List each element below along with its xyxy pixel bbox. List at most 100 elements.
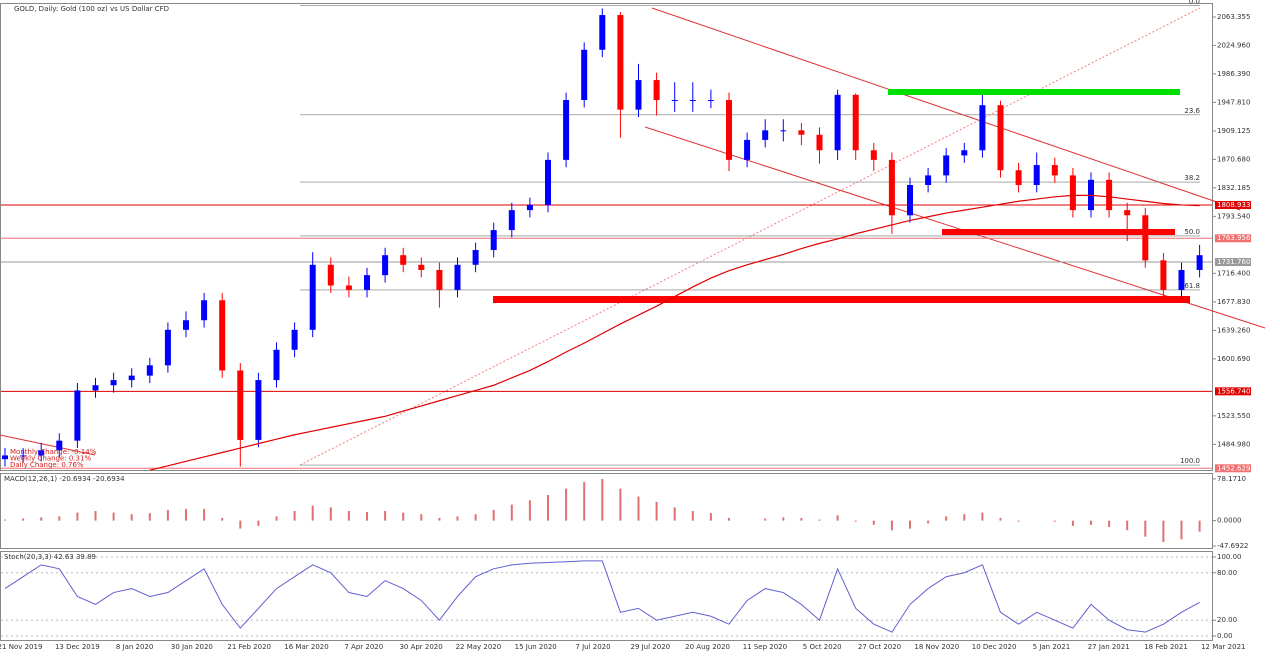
candle-body <box>92 385 99 391</box>
candle-body <box>943 155 950 176</box>
candle-body <box>816 134 823 151</box>
candle-body <box>726 100 732 160</box>
candle-body <box>110 380 117 386</box>
stoch-panel <box>0 551 1213 641</box>
x-tick-label: 21 Nov 2019 <box>0 643 42 651</box>
candle-body <box>364 275 370 290</box>
candle-body <box>472 250 479 265</box>
stoch-line <box>4 560 1200 633</box>
candle-body <box>255 380 262 440</box>
x-tick-label: 5 Jan 2021 <box>1033 643 1071 651</box>
candle-body <box>671 100 678 102</box>
y-tick-label: 80.00 <box>1217 569 1237 577</box>
x-tick-label: 21 Feb 2020 <box>227 643 271 651</box>
x-tick-label: 13 Dec 2019 <box>55 643 100 651</box>
y-tick-label: 1793.540 <box>1217 212 1250 220</box>
candle-body <box>1106 179 1113 211</box>
x-tick-label: 22 May 2020 <box>456 643 502 651</box>
candle-body <box>834 94 841 151</box>
level-tag <box>1215 234 1251 243</box>
candle-body <box>309 264 316 330</box>
support-zone <box>942 229 1175 235</box>
change-note: Weekly Change: 0.31% <box>10 455 91 463</box>
y-tick-label: 1947.810 <box>1217 98 1250 106</box>
candle-body <box>1069 175 1076 211</box>
candle-body <box>563 100 570 160</box>
x-tick-label: 5 Oct 2020 <box>803 643 842 651</box>
x-tick-label: 30 Jan 2020 <box>171 643 213 651</box>
fib-diagonal <box>299 7 1201 466</box>
candle-body <box>870 150 877 160</box>
level-tag <box>1215 200 1251 209</box>
fib-label: 38.2 <box>1184 174 1200 182</box>
macd-panel <box>0 473 1213 549</box>
level-label: 1452.629 <box>1217 464 1250 472</box>
candle-body <box>888 159 895 216</box>
candle-body <box>20 455 27 457</box>
x-tick-label: 27 Jan 2021 <box>1088 643 1130 651</box>
candle-body <box>382 255 389 276</box>
candle-body <box>454 264 461 290</box>
candle-body <box>1015 170 1022 185</box>
y-tick-label: 0.0000 <box>1217 517 1242 525</box>
y-tick-label: 1639.260 <box>1217 326 1250 334</box>
x-tick-label: 18 Feb 2021 <box>1144 643 1188 651</box>
fib-label: 50.0 <box>1184 228 1200 236</box>
y-tick-label: 1832.185 <box>1217 184 1250 192</box>
level-label: 1808.933 <box>1217 201 1250 209</box>
y-tick-label: 1986.390 <box>1217 70 1250 78</box>
fib-label: 61.8 <box>1184 282 1200 290</box>
candle-body <box>436 269 443 290</box>
candle-body <box>653 80 660 101</box>
candle-body <box>1124 210 1131 216</box>
change-note: Monthly Change: -0.14% <box>10 448 97 456</box>
candle-body <box>237 370 244 440</box>
level-tag <box>1215 387 1251 396</box>
candle-body <box>146 365 153 376</box>
candle-body <box>400 255 407 265</box>
candle-body <box>128 375 135 381</box>
candle-body <box>780 130 787 132</box>
candle-body <box>164 329 171 366</box>
candle-body <box>345 285 352 290</box>
x-tick-label: 12 Mar 2021 <box>1201 643 1245 651</box>
x-tick-label: 11 Sep 2020 <box>743 643 787 651</box>
y-tick-label: 2063.355 <box>1217 13 1250 21</box>
x-tick-label: 30 Apr 2020 <box>399 643 442 651</box>
channel-upper <box>651 7 1241 211</box>
candle-body <box>291 329 298 350</box>
resistance-zone <box>888 89 1180 95</box>
change-note: Daily Change: 0.76% <box>10 461 84 469</box>
x-tick-label: 15 Jun 2020 <box>515 643 557 651</box>
candle-body <box>1160 260 1167 290</box>
candle-body <box>508 210 515 231</box>
candle-body <box>617 15 624 110</box>
x-tick-label: 29 Jul 2020 <box>630 643 670 651</box>
candle-body <box>599 15 606 50</box>
candle-body <box>979 105 986 151</box>
trend-line <box>0 434 96 456</box>
chart-title: GOLD, Daily: Gold (100 oz) vs US Dollar … <box>14 5 169 13</box>
fib-label: 23.6 <box>1184 107 1200 115</box>
y-tick-label: 2024.960 <box>1217 41 1250 49</box>
support-zone <box>493 296 1190 303</box>
candle-body <box>707 100 714 102</box>
x-tick-label: 18 Nov 2020 <box>914 643 959 651</box>
candle-body <box>1051 165 1058 176</box>
level-tag <box>1215 464 1251 473</box>
y-tick-label: 1600.690 <box>1217 355 1250 363</box>
y-tick-label: 1716.400 <box>1217 269 1250 277</box>
x-tick-label: 27 Oct 2020 <box>858 643 901 651</box>
candle-body <box>762 130 769 140</box>
level-tag <box>1215 258 1251 267</box>
channel-lower <box>644 126 1266 329</box>
x-tick-label: 7 Jul 2020 <box>575 643 610 651</box>
x-tick-label: 10 Dec 2020 <box>972 643 1017 651</box>
y-tick-label: 1909.125 <box>1217 127 1250 135</box>
candle-body <box>418 264 425 270</box>
candle-body <box>852 94 859 151</box>
stoch-label: Stoch(20,3,3) 42.63 39.89 <box>4 553 96 561</box>
candle-body <box>1178 269 1185 290</box>
